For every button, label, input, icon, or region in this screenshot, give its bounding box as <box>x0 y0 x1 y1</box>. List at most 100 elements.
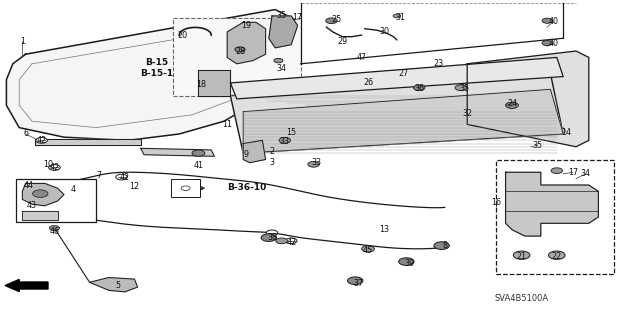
Text: 47: 47 <box>356 53 367 62</box>
Circle shape <box>506 102 518 108</box>
Polygon shape <box>467 51 589 147</box>
Text: 41: 41 <box>193 161 204 170</box>
Circle shape <box>33 190 48 197</box>
Text: 17: 17 <box>292 13 303 22</box>
Text: 5: 5 <box>116 281 121 290</box>
Text: 30: 30 <box>379 27 389 36</box>
Polygon shape <box>243 89 563 153</box>
Text: 9: 9 <box>244 150 249 159</box>
Text: 10: 10 <box>43 160 53 169</box>
Text: 7: 7 <box>97 171 102 180</box>
Text: 13: 13 <box>379 225 389 234</box>
Text: SVA4B5100A: SVA4B5100A <box>495 294 548 303</box>
Text: 26: 26 <box>363 78 373 87</box>
Text: 43: 43 <box>27 201 37 210</box>
Circle shape <box>348 277 363 285</box>
Polygon shape <box>6 10 301 140</box>
Circle shape <box>235 47 245 52</box>
Circle shape <box>542 18 552 23</box>
Polygon shape <box>141 148 214 156</box>
Circle shape <box>192 150 205 156</box>
FancyBboxPatch shape <box>171 179 200 197</box>
Text: 33: 33 <box>312 158 322 167</box>
Text: 21: 21 <box>516 252 527 261</box>
Text: 37: 37 <box>353 279 364 288</box>
Text: 1: 1 <box>20 37 25 46</box>
Text: 6: 6 <box>23 130 28 138</box>
Polygon shape <box>269 16 298 48</box>
Text: 34: 34 <box>580 169 591 178</box>
Text: 42: 42 <box>120 173 130 182</box>
Circle shape <box>36 137 47 143</box>
Text: 29: 29 <box>337 37 348 46</box>
Text: 20: 20 <box>177 31 188 40</box>
Text: 46: 46 <box>49 227 60 236</box>
Circle shape <box>116 174 127 180</box>
Circle shape <box>285 238 297 244</box>
Text: 8: 8 <box>442 241 447 250</box>
Text: 42: 42 <box>49 163 60 172</box>
Text: 28: 28 <box>235 47 245 56</box>
Circle shape <box>362 246 374 252</box>
Circle shape <box>279 137 291 143</box>
Polygon shape <box>90 278 138 292</box>
Text: 16: 16 <box>491 198 501 207</box>
Polygon shape <box>243 140 266 163</box>
FancyBboxPatch shape <box>16 179 96 222</box>
Circle shape <box>49 226 60 231</box>
Text: 2: 2 <box>269 147 275 156</box>
Text: 17: 17 <box>568 168 578 177</box>
Circle shape <box>455 85 467 91</box>
Text: 25: 25 <box>331 15 341 24</box>
Text: 18: 18 <box>196 80 207 89</box>
Circle shape <box>261 234 276 241</box>
Text: 15: 15 <box>286 128 296 137</box>
FancyArrow shape <box>5 279 48 292</box>
Polygon shape <box>230 57 563 99</box>
Text: 33: 33 <box>280 137 290 146</box>
Circle shape <box>551 168 563 174</box>
Text: 14: 14 <box>561 128 572 137</box>
Text: 23: 23 <box>433 59 444 68</box>
Text: 40: 40 <box>548 39 559 48</box>
Text: 32: 32 <box>462 109 472 118</box>
Text: 19: 19 <box>241 21 252 30</box>
Text: B-15: B-15 <box>145 58 168 67</box>
Circle shape <box>326 18 337 24</box>
Circle shape <box>434 242 449 249</box>
Text: 38: 38 <box>267 233 277 242</box>
Polygon shape <box>35 139 141 145</box>
Text: 12: 12 <box>129 182 140 191</box>
Text: B-36-10: B-36-10 <box>227 183 266 192</box>
Text: B-15-1: B-15-1 <box>140 69 173 78</box>
Text: 36: 36 <box>414 84 424 93</box>
Text: 44: 44 <box>24 181 34 189</box>
Text: 34: 34 <box>276 64 287 73</box>
Text: 35: 35 <box>459 84 469 93</box>
Circle shape <box>308 161 319 167</box>
Text: 11: 11 <box>222 120 232 129</box>
Circle shape <box>393 14 401 18</box>
Circle shape <box>49 165 60 170</box>
Circle shape <box>513 251 530 259</box>
Circle shape <box>274 58 283 63</box>
Polygon shape <box>22 211 58 220</box>
Text: 31: 31 <box>395 13 405 22</box>
Circle shape <box>399 258 414 265</box>
Text: 24: 24 <box>507 99 517 108</box>
FancyBboxPatch shape <box>173 18 301 96</box>
Text: 3: 3 <box>269 158 275 167</box>
Text: 42: 42 <box>286 238 296 247</box>
Polygon shape <box>22 183 64 206</box>
Circle shape <box>181 186 190 190</box>
Circle shape <box>548 251 565 259</box>
Polygon shape <box>230 73 563 153</box>
Text: FR.: FR. <box>53 280 71 290</box>
Text: 35: 35 <box>276 11 287 20</box>
Text: 42: 42 <box>36 136 47 145</box>
Text: 27: 27 <box>398 69 408 78</box>
Text: 4: 4 <box>71 185 76 194</box>
Circle shape <box>266 230 278 236</box>
Text: 39: 39 <box>404 259 415 268</box>
FancyBboxPatch shape <box>496 160 614 274</box>
